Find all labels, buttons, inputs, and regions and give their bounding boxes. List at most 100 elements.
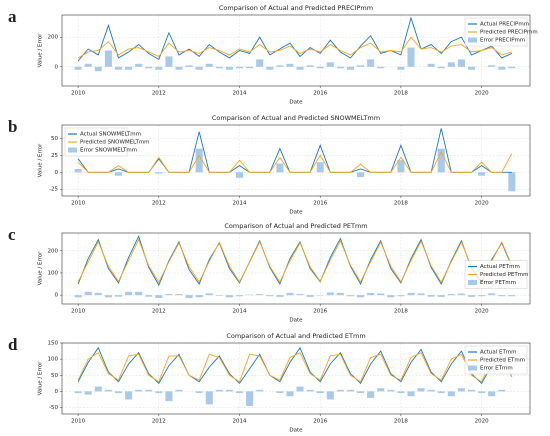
panel-label: d <box>8 335 18 354</box>
error-bar <box>114 66 123 70</box>
y-tick-label: 50 <box>51 373 58 379</box>
error-bar <box>246 66 254 69</box>
x-tick-label: 2014 <box>233 419 247 425</box>
error-bar <box>94 386 102 392</box>
error-bar <box>286 292 294 296</box>
error-bar <box>225 389 233 392</box>
error-bar <box>336 389 344 392</box>
x-tick-label: 2012 <box>152 309 166 315</box>
series-line <box>77 352 513 383</box>
x-tick-label: 2018 <box>394 91 408 97</box>
error-bar <box>94 66 102 72</box>
error-bar <box>407 391 415 397</box>
error-bar <box>114 295 123 297</box>
y-tick-label: 50 <box>51 136 58 142</box>
error-bar <box>377 388 385 392</box>
y-tick-label: 0 <box>55 170 59 176</box>
legend: Actual PETmm Predicted PETmm Error PETmm <box>464 260 528 289</box>
error-bar <box>145 295 153 297</box>
error-bar <box>397 160 405 173</box>
error-bar <box>488 293 496 296</box>
error-bar <box>316 391 324 394</box>
error-bar <box>266 295 274 297</box>
error-bar <box>427 63 435 67</box>
x-tick-label: 2014 <box>233 309 247 315</box>
y-tick-label: 200 <box>48 35 59 41</box>
error-bar <box>478 295 486 297</box>
y-tick-label: -50 <box>49 405 58 411</box>
x-tick-label: 2016 <box>313 91 327 97</box>
error-bar <box>286 391 294 397</box>
error-bar <box>357 65 365 67</box>
legend-label: Error ETmm <box>480 366 513 372</box>
legend-label: Error PRECIPmm <box>480 38 525 44</box>
error-bar <box>256 389 264 392</box>
x-tick-label: 2012 <box>152 91 166 97</box>
legend-label: Error SNOWMELTmm <box>80 148 137 154</box>
legend-label: Actual PRECIPmm <box>480 22 529 28</box>
legend: Actual PRECIPmm Predicted PRECIPmm Error P… <box>464 17 538 47</box>
error-bar <box>185 295 193 299</box>
error-bar <box>397 295 405 297</box>
legend-label: Error PETmm <box>480 280 516 286</box>
error-bar <box>508 66 516 69</box>
error-bar <box>467 389 476 392</box>
error-bar <box>215 389 223 392</box>
error-bar <box>488 391 496 397</box>
error-bar <box>336 292 344 296</box>
error-bar <box>155 66 163 70</box>
error-bar <box>74 168 82 173</box>
error-bar <box>306 65 314 67</box>
error-bar <box>145 389 153 392</box>
error-bar <box>175 389 183 392</box>
error-bar <box>205 391 213 405</box>
error-bar <box>266 66 274 70</box>
error-bar <box>447 294 455 296</box>
error-bar <box>215 295 223 296</box>
x-axis-label: Date <box>289 318 303 324</box>
error-bar <box>407 292 415 296</box>
error-bar <box>276 391 284 394</box>
x-tick-label: 2020 <box>475 201 489 207</box>
error-bar <box>286 63 294 67</box>
legend-label: Predicted SNOWMELTmm <box>80 140 150 146</box>
error-bar <box>235 295 244 297</box>
error-bar <box>357 295 365 298</box>
error-bar <box>104 50 112 67</box>
error-bar <box>185 65 193 67</box>
series-line <box>77 151 513 173</box>
error-bar <box>387 389 395 392</box>
error-bar <box>367 391 375 398</box>
error-bar <box>74 295 82 298</box>
error-bar <box>155 172 163 174</box>
error-bar <box>357 172 365 178</box>
error-bar <box>377 293 385 296</box>
error-bar <box>125 391 133 400</box>
error-bar <box>165 294 173 296</box>
plot-frame <box>61 232 531 305</box>
legend-label: Predicted PETmm <box>480 272 528 278</box>
error-bar <box>498 389 506 392</box>
error-bar <box>195 391 203 394</box>
error-bar <box>467 295 476 297</box>
error-bar <box>215 66 223 69</box>
x-tick-label: 2020 <box>475 309 489 315</box>
legend-label: Predicted PRECIPmm <box>480 30 538 36</box>
plot-frame <box>61 14 531 87</box>
error-bar <box>467 66 476 70</box>
error-bar <box>437 148 445 173</box>
error-bar <box>478 172 486 176</box>
error-bar <box>447 391 455 397</box>
y-axis-label: Value / Error <box>38 361 44 396</box>
error-bar <box>457 293 465 296</box>
series-line <box>77 235 513 287</box>
legend: Actual SNOWMELTmm Predicted SNOWMELTmm Err… <box>64 127 150 157</box>
y-tick-label: 150 <box>48 341 59 347</box>
legend-label: Actual PETmm <box>480 264 520 270</box>
y-axis-label: Value / Error <box>38 143 44 178</box>
error-bar <box>437 66 445 69</box>
y-tick-label: 100 <box>48 357 59 363</box>
plot-frame <box>61 342 531 415</box>
legend-swatch <box>468 37 477 43</box>
